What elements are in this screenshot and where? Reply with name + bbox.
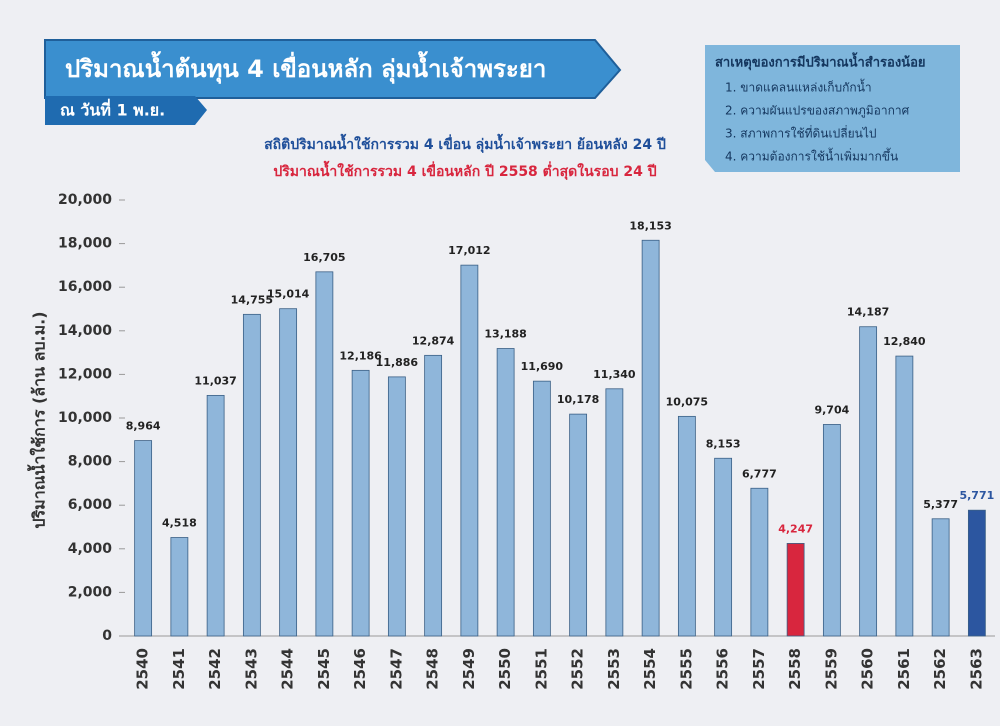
x-tick-label: 2561 [895, 648, 913, 690]
x-tick-label: 2552 [569, 648, 587, 690]
value-label: 10,178 [557, 393, 599, 406]
x-tick-label: 2549 [460, 648, 478, 690]
x-tick-label: 2542 [206, 648, 224, 690]
date-banner [45, 96, 207, 125]
bar [496, 348, 515, 637]
x-tick-label: 2553 [605, 648, 623, 690]
bar [931, 518, 950, 637]
y-tick-label: 16,000 [58, 279, 112, 295]
bar [351, 369, 370, 637]
bar [315, 271, 334, 637]
bar [134, 440, 153, 637]
x-tick-label: 2541 [170, 648, 188, 690]
value-label: 11,037 [194, 374, 236, 387]
bar [677, 415, 696, 637]
value-label: 5,377 [923, 498, 958, 511]
chart-title: ปริมาณน้ำต้นทุน 4 เขื่อนหลัก ลุ่มน้ำเจ้า… [65, 50, 546, 85]
value-label: 4,518 [162, 517, 197, 530]
x-tick-label: 2563 [967, 648, 985, 690]
info-item: 2. ความผันแปรของสภาพภูมิอากาศ [725, 104, 910, 119]
value-label: 14,755 [231, 293, 273, 306]
value-label: 8,153 [706, 437, 741, 450]
bar [822, 424, 841, 637]
x-tick-label: 2557 [750, 648, 768, 690]
value-label: 16,705 [303, 251, 345, 264]
value-label: 11,340 [593, 368, 636, 381]
bar [170, 537, 189, 637]
value-label: 13,188 [484, 328, 526, 341]
value-label: 17,012 [448, 244, 490, 257]
value-label: 12,840 [883, 335, 926, 348]
value-label: 5,771 [959, 489, 994, 502]
bar [387, 376, 406, 637]
value-label: 12,186 [339, 349, 382, 362]
date-label: ณ วันที่ 1 พ.ย. [60, 99, 165, 120]
bar [206, 394, 225, 637]
x-tick-label: 2554 [641, 648, 659, 690]
y-tick-label: 8,000 [68, 454, 113, 470]
annotation: ปริมาณน้ำใช้การรวม 4 เขื่อนหลัก ปี 2558 … [273, 160, 656, 180]
value-label: 14,187 [847, 306, 889, 319]
bar [859, 326, 878, 637]
value-label: 15,014 [267, 288, 310, 301]
value-label: 18,153 [629, 219, 671, 232]
title-banner [44, 39, 622, 99]
y-tick-label: 12,000 [58, 366, 112, 382]
y-tick-label: 2,000 [68, 584, 113, 600]
value-label: 4,247 [778, 522, 813, 535]
info-title: สาเหตุของการมีปริมาณน้ำสำรองน้อย [715, 52, 926, 71]
value-label: 12,874 [412, 334, 455, 347]
y-tick-label: 6,000 [68, 497, 113, 513]
y-tick-label: 4,000 [68, 541, 113, 557]
x-tick-label: 2562 [931, 648, 949, 690]
bar [714, 457, 733, 637]
info-item: 4. ความต้องการใช้น้ำเพิ่มมากขึ้น [725, 148, 898, 164]
y-tick-label: 0 [102, 628, 112, 644]
x-tick-label: 2543 [242, 648, 260, 690]
bar [242, 313, 261, 637]
bar [460, 264, 479, 637]
bar [279, 308, 298, 637]
info-box [705, 45, 960, 172]
x-tick-label: 2547 [387, 648, 405, 690]
value-label: 8,964 [126, 420, 161, 433]
value-label: 11,690 [521, 360, 564, 373]
x-tick-label: 2544 [279, 648, 297, 690]
bar [424, 354, 443, 637]
value-label: 10,075 [666, 395, 708, 408]
value-label: 6,777 [742, 467, 777, 480]
x-tick-label: 2548 [424, 648, 442, 690]
bar [605, 388, 624, 637]
bar [786, 543, 805, 637]
bar [569, 413, 588, 637]
y-tick-label: 18,000 [58, 236, 112, 252]
bar [532, 380, 551, 637]
value-label: 11,886 [376, 356, 419, 369]
y-tick-label: 20,000 [58, 192, 112, 208]
x-tick-label: 2550 [496, 648, 514, 690]
x-tick-label: 2558 [786, 648, 804, 690]
info-item: 1. ขาดแคลนแหล่งเก็บกักน้ำ [725, 79, 872, 95]
x-tick-label: 2551 [532, 648, 550, 690]
bar [895, 355, 914, 637]
bar [967, 509, 986, 637]
bar [750, 487, 769, 637]
x-tick-label: 2559 [822, 648, 840, 690]
info-item: 3. สภาพการใช้ที่ดินเปลี่ยนไป [725, 125, 876, 141]
x-tick-label: 2546 [351, 648, 369, 690]
x-tick-label: 2555 [677, 648, 695, 690]
bar [641, 239, 660, 637]
x-tick-label: 2560 [859, 648, 877, 690]
value-label: 9,704 [814, 403, 849, 416]
x-tick-label: 2545 [315, 648, 333, 690]
y-axis-label: ปริมาณน้ำใช้การ (ล้าน ลบ.ม.) [27, 311, 49, 528]
y-tick-label: 14,000 [58, 323, 112, 339]
x-tick-label: 2540 [134, 648, 152, 690]
subtitle: สถิติปริมาณน้ำใช้การรวม 4 เขื่อน ลุ่มน้ำ… [264, 133, 666, 153]
y-tick-label: 10,000 [58, 410, 112, 426]
x-tick-label: 2556 [714, 648, 732, 690]
